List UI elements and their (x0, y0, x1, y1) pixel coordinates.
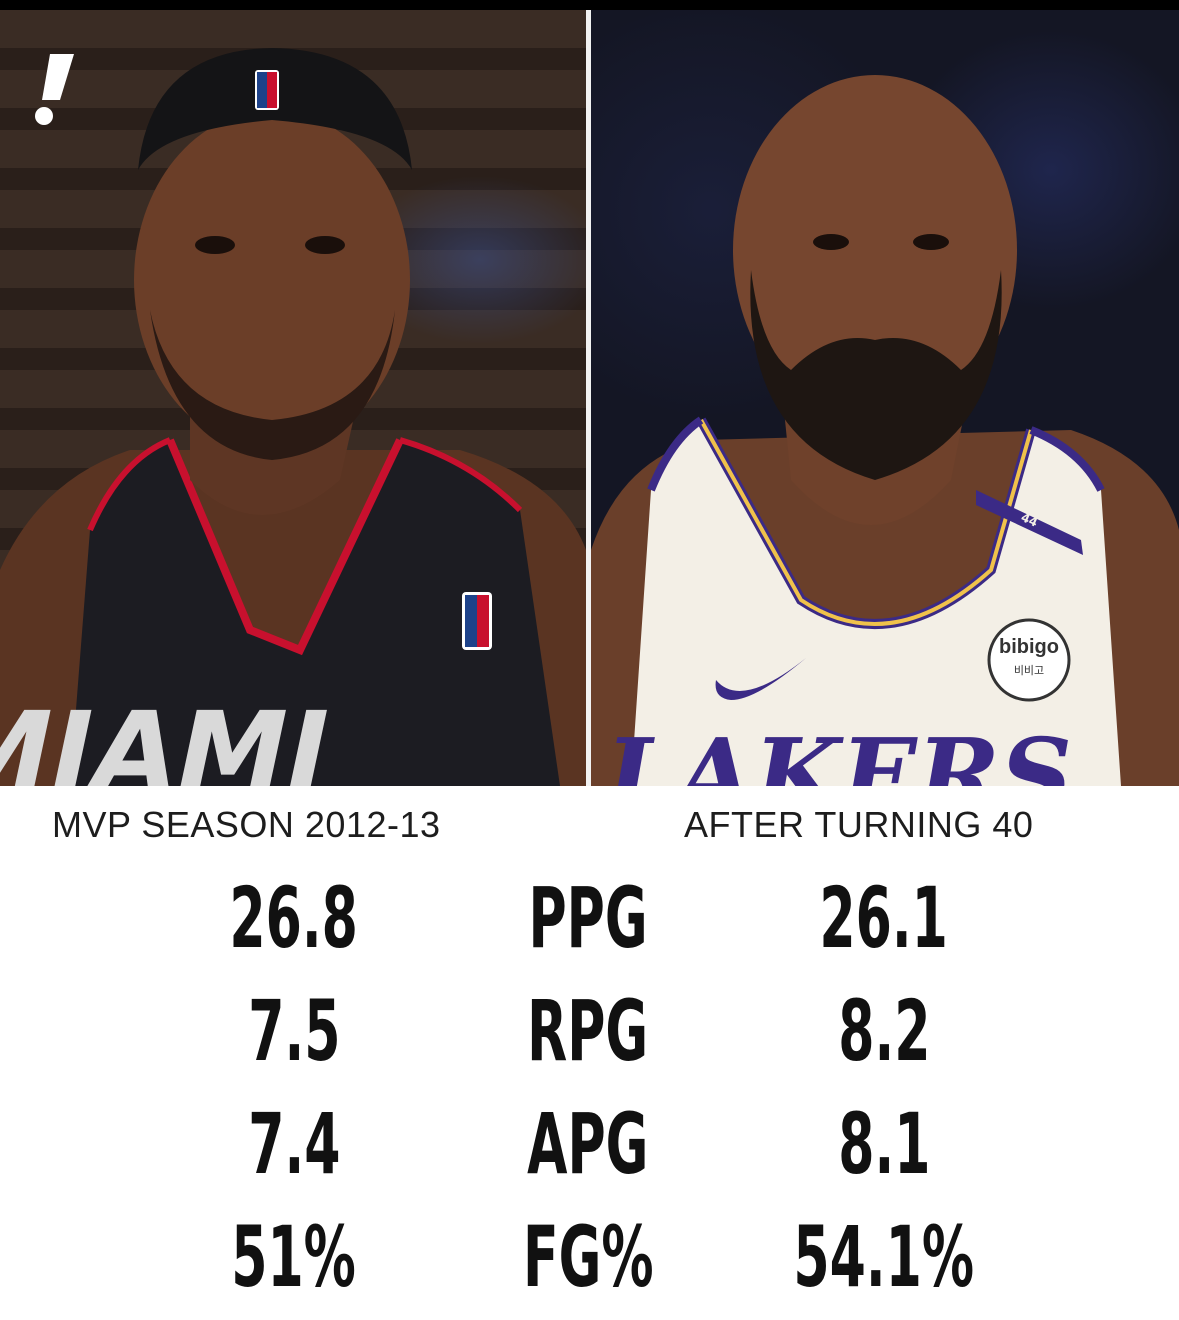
stat-left-value: 51% (231, 1208, 357, 1306)
stat-right-value: 26.1 (819, 869, 949, 967)
stat-row-ppg: 26.8 PPG 26.1 (0, 868, 1179, 981)
stat-right-value: 54.1% (793, 1208, 975, 1306)
photo-divider (586, 10, 591, 786)
stat-right-value: 8.2 (837, 982, 931, 1080)
stat-label: PPG (528, 869, 648, 967)
stat-right-value: 8.1 (837, 1095, 931, 1193)
stat-label: RPG (527, 982, 649, 1080)
top-border (0, 0, 1179, 10)
svg-text:LAKERS: LAKERS (596, 716, 1083, 786)
comparison-photos: MIAMI (0, 0, 1179, 786)
stat-label: APG (527, 1095, 649, 1193)
stats-table: 26.8 PPG 26.1 7.5 RPG 8.2 7.4 APG 8.1 51… (0, 868, 1179, 1320)
left-player-photo: MIAMI (0, 10, 586, 786)
stat-row-apg: 7.4 APG 8.1 (0, 1094, 1179, 1207)
right-player-photo: LAKERS bibigo 비비고 44 (591, 10, 1179, 786)
stat-label: FG% (522, 1208, 654, 1306)
stat-left-value: 7.5 (247, 982, 341, 1080)
stat-row-rpg: 7.5 RPG 8.2 (0, 981, 1179, 1094)
sponsor-patch-sublabel: 비비고 (1013, 664, 1045, 677)
stat-row-fg: 51% FG% 54.1% (0, 1207, 1179, 1320)
right-player-illustration: LAKERS (591, 75, 1179, 786)
stat-left-value: 7.4 (247, 1095, 341, 1193)
sponsor-patch-label: bibigo (999, 636, 1059, 658)
svg-text:MIAMI: MIAMI (0, 689, 342, 786)
stat-left-value: 26.8 (229, 869, 359, 967)
exclamation-logo-icon (35, 54, 74, 125)
left-column-title: MVP SEASON 2012-13 (52, 804, 441, 845)
left-player-illustration: MIAMI (0, 48, 586, 786)
right-column-title: AFTER TURNING 40 (684, 804, 1034, 845)
